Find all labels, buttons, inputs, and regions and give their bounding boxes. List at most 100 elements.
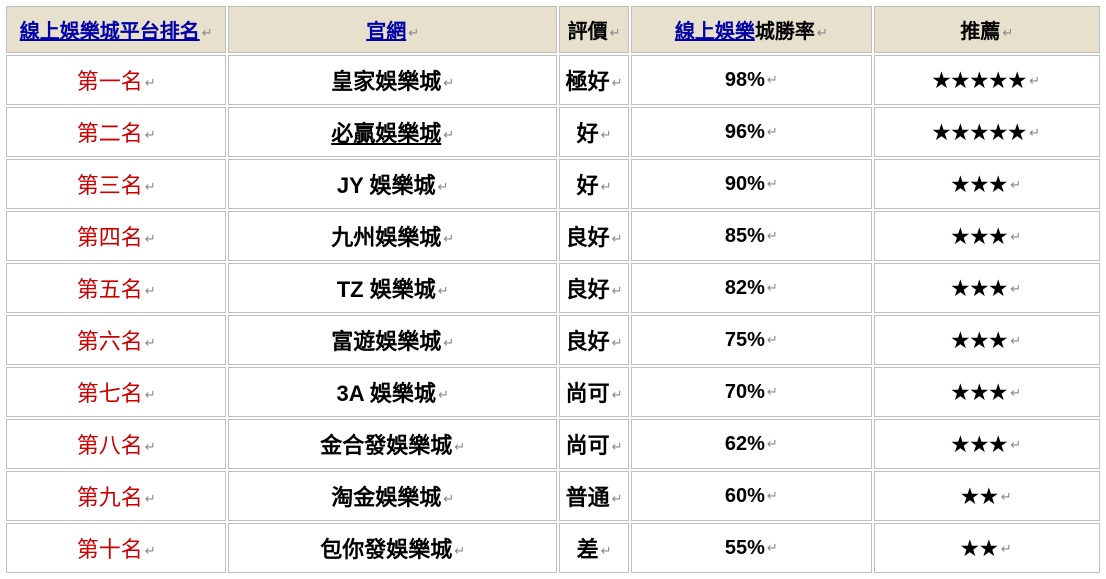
stars-text: ★★★ [951,330,1008,352]
recommend-cell: ★★↵ [874,523,1100,573]
site-cell: 淘金娛樂城↵ [228,471,557,521]
return-mark-icon: ↵ [601,179,612,194]
return-mark-icon: ↵ [1010,229,1022,244]
return-mark-icon: ↵ [438,387,449,402]
header-rank-link[interactable]: 線上娛樂城平台排名 [20,21,200,43]
site-link[interactable]: 必贏娛樂城 [331,121,441,146]
header-winrate: 線上娛樂城勝率↵ [631,6,871,53]
winrate-cell: 62%↵ [631,419,871,469]
stars-text: ★★★ [951,174,1008,196]
rank-text: 第一名 [77,69,143,94]
table-row: 第四名↵九州娛樂城↵良好↵85%↵★★★↵ [6,211,1100,261]
rank-cell: 第六名↵ [6,315,226,365]
header-review-label: 評價 [568,21,608,43]
stars-text: ★★★★★ [932,122,1027,144]
rank-cell: 第三名↵ [6,159,226,209]
return-mark-icon: ↵ [1010,437,1022,452]
header-site-link[interactable]: 官網 [366,21,406,43]
review-cell: 極好↵ [559,55,629,105]
recommend-cell: ★★★↵ [874,263,1100,313]
return-mark-icon: ↵ [612,283,623,298]
site-cell: 皇家娛樂城↵ [228,55,557,105]
return-mark-icon: ↵ [767,436,778,451]
return-mark-icon: ↵ [145,75,156,90]
winrate-cell: 98%↵ [631,55,871,105]
rank-text: 第九名 [77,485,143,510]
site-cell: 富遊娛樂城↵ [228,315,557,365]
return-mark-icon: ↵ [1001,541,1013,556]
return-mark-icon: ↵ [438,283,449,298]
review-cell: 好↵ [559,107,629,157]
return-mark-icon: ↵ [1010,281,1022,296]
review-text: 差 [577,537,599,562]
header-winrate-link[interactable]: 線上娛樂 [675,21,755,43]
winrate-text: 98% [725,69,765,91]
rank-text: 第六名 [77,329,143,354]
review-cell: 良好↵ [559,315,629,365]
winrate-text: 70% [725,381,765,403]
site-text: TZ 娛樂城 [337,277,436,302]
return-mark-icon: ↵ [145,543,156,558]
header-rank: 線上娛樂城平台排名↵ [6,6,226,53]
review-text: 尚可 [566,381,610,406]
review-text: 好 [577,173,599,198]
rank-text: 第十名 [77,537,143,562]
winrate-text: 75% [725,329,765,351]
stars-text: ★★★ [951,278,1008,300]
winrate-text: 55% [725,537,765,559]
return-mark-icon: ↵ [438,179,449,194]
review-text: 尚可 [566,433,610,458]
return-mark-icon: ↵ [767,176,778,191]
recommend-cell: ★★★↵ [874,367,1100,417]
table-row: 第八名↵金合發娛樂城↵尚可↵62%↵★★★↵ [6,419,1100,469]
site-cell: TZ 娛樂城↵ [228,263,557,313]
header-review: 評價↵ [559,6,629,53]
return-mark-icon: ↵ [145,335,156,350]
header-winrate-suffix: 城勝率 [755,21,815,43]
rank-text: 第三名 [77,173,143,198]
review-cell: 好↵ [559,159,629,209]
return-mark-icon: ↵ [145,283,156,298]
return-mark-icon: ↵ [612,231,623,246]
return-mark-icon: ↵ [145,387,156,402]
rank-text: 第二名 [77,121,143,146]
table-header-row: 線上娛樂城平台排名↵ 官網↵ 評價↵ 線上娛樂城勝率↵ 推薦↵ [6,6,1100,53]
return-mark-icon: ↵ [767,124,778,139]
return-mark-icon: ↵ [443,335,454,350]
review-text: 普通 [566,485,610,510]
header-site: 官網↵ [228,6,557,53]
return-mark-icon: ↵ [817,25,828,40]
review-cell: 尚可↵ [559,419,629,469]
recommend-cell: ★★★↵ [874,419,1100,469]
return-mark-icon: ↵ [145,439,156,454]
winrate-cell: 85%↵ [631,211,871,261]
recommend-cell: ★★★↵ [874,159,1100,209]
stars-text: ★★★ [951,434,1008,456]
return-mark-icon: ↵ [612,491,623,506]
site-text: 皇家娛樂城 [331,69,441,94]
rank-cell: 第十名↵ [6,523,226,573]
recommend-cell: ★★★↵ [874,211,1100,261]
rank-cell: 第七名↵ [6,367,226,417]
rank-text: 第八名 [77,433,143,458]
table-row: 第七名↵3A 娛樂城↵尚可↵70%↵★★★↵ [6,367,1100,417]
review-cell: 尚可↵ [559,367,629,417]
return-mark-icon: ↵ [610,25,621,40]
rank-text: 第七名 [77,381,143,406]
site-text: 金合發娛樂城 [320,433,452,458]
return-mark-icon: ↵ [1010,385,1022,400]
review-text: 好 [577,121,599,146]
return-mark-icon: ↵ [145,127,156,142]
winrate-cell: 82%↵ [631,263,871,313]
winrate-text: 60% [725,485,765,507]
recommend-cell: ★★↵ [874,471,1100,521]
stars-text: ★★★ [951,226,1008,248]
return-mark-icon: ↵ [612,75,623,90]
return-mark-icon: ↵ [767,228,778,243]
return-mark-icon: ↵ [1029,125,1041,140]
return-mark-icon: ↵ [1010,333,1022,348]
winrate-cell: 60%↵ [631,471,871,521]
return-mark-icon: ↵ [454,439,465,454]
table-row: 第三名↵JY 娛樂城↵好↵90%↵★★★↵ [6,159,1100,209]
site-cell: 必贏娛樂城↵ [228,107,557,157]
